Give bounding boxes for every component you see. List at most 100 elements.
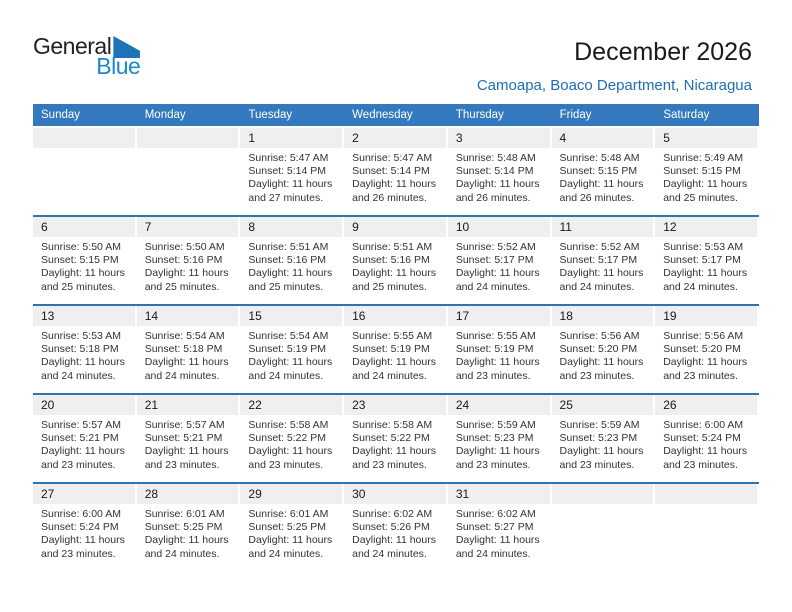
sun-info-line: Sunset: 5:15 PM [41, 254, 119, 267]
sun-info-line: Daylight: 11 hours [248, 356, 333, 369]
day-cell-21: 21 Sunrise: 5:57 AM Sunset: 5:21 PM Dayligh… [136, 395, 241, 482]
sun-info-line: and 23 minutes. [248, 458, 324, 471]
sun-info-line: Sunset: 5:23 PM [455, 432, 534, 445]
day-cell-9: 9 Sunrise: 5:51 AM Sunset: 5:16 PM Daylight… [344, 217, 448, 304]
day-number: 13 [33, 306, 135, 326]
sun-info-line: Daylight: 11 hours [663, 445, 748, 458]
sun-info-line: Sunset: 5:16 PM [352, 254, 430, 267]
weekday-header-monday: Monday [144, 109, 186, 121]
sun-info-line: and 25 minutes. [41, 280, 116, 293]
sun-info-line: Sunrise: 5:58 AM [248, 419, 329, 431]
sun-info-line: Sunrise: 5:56 AM [559, 330, 640, 342]
logo-triangle-icon [113, 36, 141, 58]
day-cell-empty [655, 484, 759, 571]
sun-info-line: and 27 minutes. [248, 191, 324, 204]
day-cell-4: 4 Sunrise: 5:48 AM Sunset: 5:15 PM Daylight… [551, 128, 656, 215]
day-details: Sunrise: 5:52 AM Sunset: 5:17 PM Daylight:… [448, 237, 552, 294]
sun-info-line: Daylight: 11 hours [663, 356, 748, 369]
sun-info-line: Sunrise: 5:54 AM [144, 330, 225, 342]
sun-info-line: and 23 minutes. [663, 369, 738, 382]
day-number: 19 [655, 306, 757, 326]
day-number: 17 [447, 306, 550, 326]
day-number: 8 [240, 217, 343, 237]
sun-info-line: Daylight: 11 hours [352, 267, 436, 280]
day-details: Sunrise: 5:55 AM Sunset: 5:19 PM Daylight:… [448, 326, 552, 383]
sun-info-line: and 24 minutes. [352, 547, 427, 560]
sun-info-line: Sunset: 5:14 PM [352, 165, 430, 178]
sun-info-line: Sunrise: 5:57 AM [144, 419, 225, 431]
week-row: 6 Sunrise: 5:50 AM Sunset: 5:15 PM Daylight… [33, 215, 759, 304]
day-cell-25: 25 Sunrise: 5:59 AM Sunset: 5:23 PM Dayligh… [551, 395, 656, 482]
day-cell-28: 28 Sunrise: 6:01 AM Sunset: 5:25 PM Dayligh… [136, 484, 241, 571]
sun-info-line: Sunset: 5:17 PM [663, 254, 741, 267]
sun-info-line: Daylight: 11 hours [559, 178, 644, 191]
day-number: 12 [655, 217, 757, 237]
page-subtitle: Camoapa, Boaco Department, Nicaragua [476, 77, 752, 94]
sun-info-line: Sunrise: 6:02 AM [352, 508, 433, 520]
sun-info-line: Daylight: 11 hours [41, 445, 125, 458]
sun-info-line: Sunrise: 5:59 AM [455, 419, 536, 431]
sun-info-line: Sunrise: 5:59 AM [559, 419, 640, 431]
day-details: Sunrise: 5:56 AM Sunset: 5:20 PM Daylight:… [655, 326, 759, 383]
sun-info-line: and 25 minutes. [144, 280, 220, 293]
day-details: Sunrise: 5:51 AM Sunset: 5:16 PM Daylight:… [240, 237, 344, 294]
day-details: Sunrise: 5:54 AM Sunset: 5:19 PM Daylight:… [240, 326, 344, 383]
sun-info-line: and 24 minutes. [455, 547, 531, 560]
sun-info-line: Daylight: 11 hours [144, 534, 229, 547]
sun-info-line: Daylight: 11 hours [248, 534, 333, 547]
week-row: 27 Sunrise: 6:00 AM Sunset: 5:24 PM Dayligh… [33, 482, 759, 571]
sun-info-line: Sunrise: 5:51 AM [352, 241, 433, 253]
sun-info-line: Sunset: 5:17 PM [455, 254, 534, 267]
day-cell-18: 18 Sunrise: 5:56 AM Sunset: 5:20 PM Dayligh… [551, 306, 656, 393]
page-title: December 2026 [574, 38, 752, 66]
weekday-header-thursday: Thursday [455, 109, 504, 121]
calendar: Sunday Monday Tuesday Wednesday Thursday… [33, 104, 759, 571]
day-details: Sunrise: 5:49 AM Sunset: 5:15 PM Daylight:… [655, 148, 759, 205]
day-cell-empty [33, 128, 137, 215]
day-details: Sunrise: 5:55 AM Sunset: 5:19 PM Daylight:… [344, 326, 448, 383]
sun-info-line: Sunset: 5:19 PM [455, 343, 534, 356]
sun-info-line: and 23 minutes. [41, 458, 116, 471]
day-cell-10: 10 Sunrise: 5:52 AM Sunset: 5:17 PM Dayligh… [447, 217, 552, 304]
day-number: 15 [240, 306, 343, 326]
sun-info-line: Daylight: 11 hours [248, 178, 333, 191]
day-number [136, 128, 239, 148]
sun-info-line: Daylight: 11 hours [248, 445, 333, 458]
day-details: Sunrise: 5:51 AM Sunset: 5:16 PM Daylight:… [344, 237, 448, 294]
sun-info-line: Sunset: 5:18 PM [144, 343, 223, 356]
day-details: Sunrise: 5:48 AM Sunset: 5:14 PM Daylight:… [448, 148, 552, 205]
sun-info-line: Daylight: 11 hours [559, 445, 644, 458]
sun-info-line: Sunrise: 5:47 AM [352, 152, 433, 164]
sun-info-line: Sunrise: 5:50 AM [41, 241, 121, 253]
sun-info-line: Sunset: 5:14 PM [248, 165, 327, 178]
sun-info-line: Sunrise: 5:48 AM [455, 152, 536, 164]
day-number: 18 [551, 306, 654, 326]
day-cell-11: 11 Sunrise: 5:52 AM Sunset: 5:17 PM Dayligh… [551, 217, 656, 304]
day-cell-2: 2 Sunrise: 5:47 AM Sunset: 5:14 PM Daylight… [344, 128, 448, 215]
sun-info-line: and 26 minutes. [352, 191, 427, 204]
sun-info-line: and 23 minutes. [455, 458, 531, 471]
day-details: Sunrise: 6:00 AM Sunset: 5:24 PM Daylight:… [655, 415, 759, 472]
week-row: 13 Sunrise: 5:53 AM Sunset: 5:18 PM Dayligh… [33, 304, 759, 393]
day-number: 11 [551, 217, 654, 237]
sun-info-line: Daylight: 11 hours [144, 356, 229, 369]
sun-info-line: Sunset: 5:27 PM [455, 521, 534, 534]
sun-info-line: Sunset: 5:17 PM [559, 254, 638, 267]
day-number: 25 [551, 395, 654, 415]
sun-info-line: and 24 minutes. [352, 369, 427, 382]
sun-info-line: Sunset: 5:22 PM [352, 432, 430, 445]
day-cell-20: 20 Sunrise: 5:57 AM Sunset: 5:21 PM Dayligh… [33, 395, 137, 482]
day-cell-22: 22 Sunrise: 5:58 AM Sunset: 5:22 PM Dayligh… [240, 395, 344, 482]
sun-info-line: Daylight: 11 hours [559, 356, 644, 369]
day-number [33, 128, 135, 148]
sun-info-line: Daylight: 11 hours [559, 267, 644, 280]
sun-info-line: Daylight: 11 hours [41, 356, 125, 369]
day-number: 5 [655, 128, 757, 148]
day-number: 3 [447, 128, 550, 148]
sun-info-line: and 23 minutes. [144, 458, 220, 471]
day-number: 24 [447, 395, 550, 415]
sun-info-line: and 23 minutes. [559, 458, 635, 471]
day-cell-8: 8 Sunrise: 5:51 AM Sunset: 5:16 PM Daylight… [240, 217, 344, 304]
day-number: 29 [240, 484, 343, 504]
sun-info-line: and 25 minutes. [352, 280, 427, 293]
